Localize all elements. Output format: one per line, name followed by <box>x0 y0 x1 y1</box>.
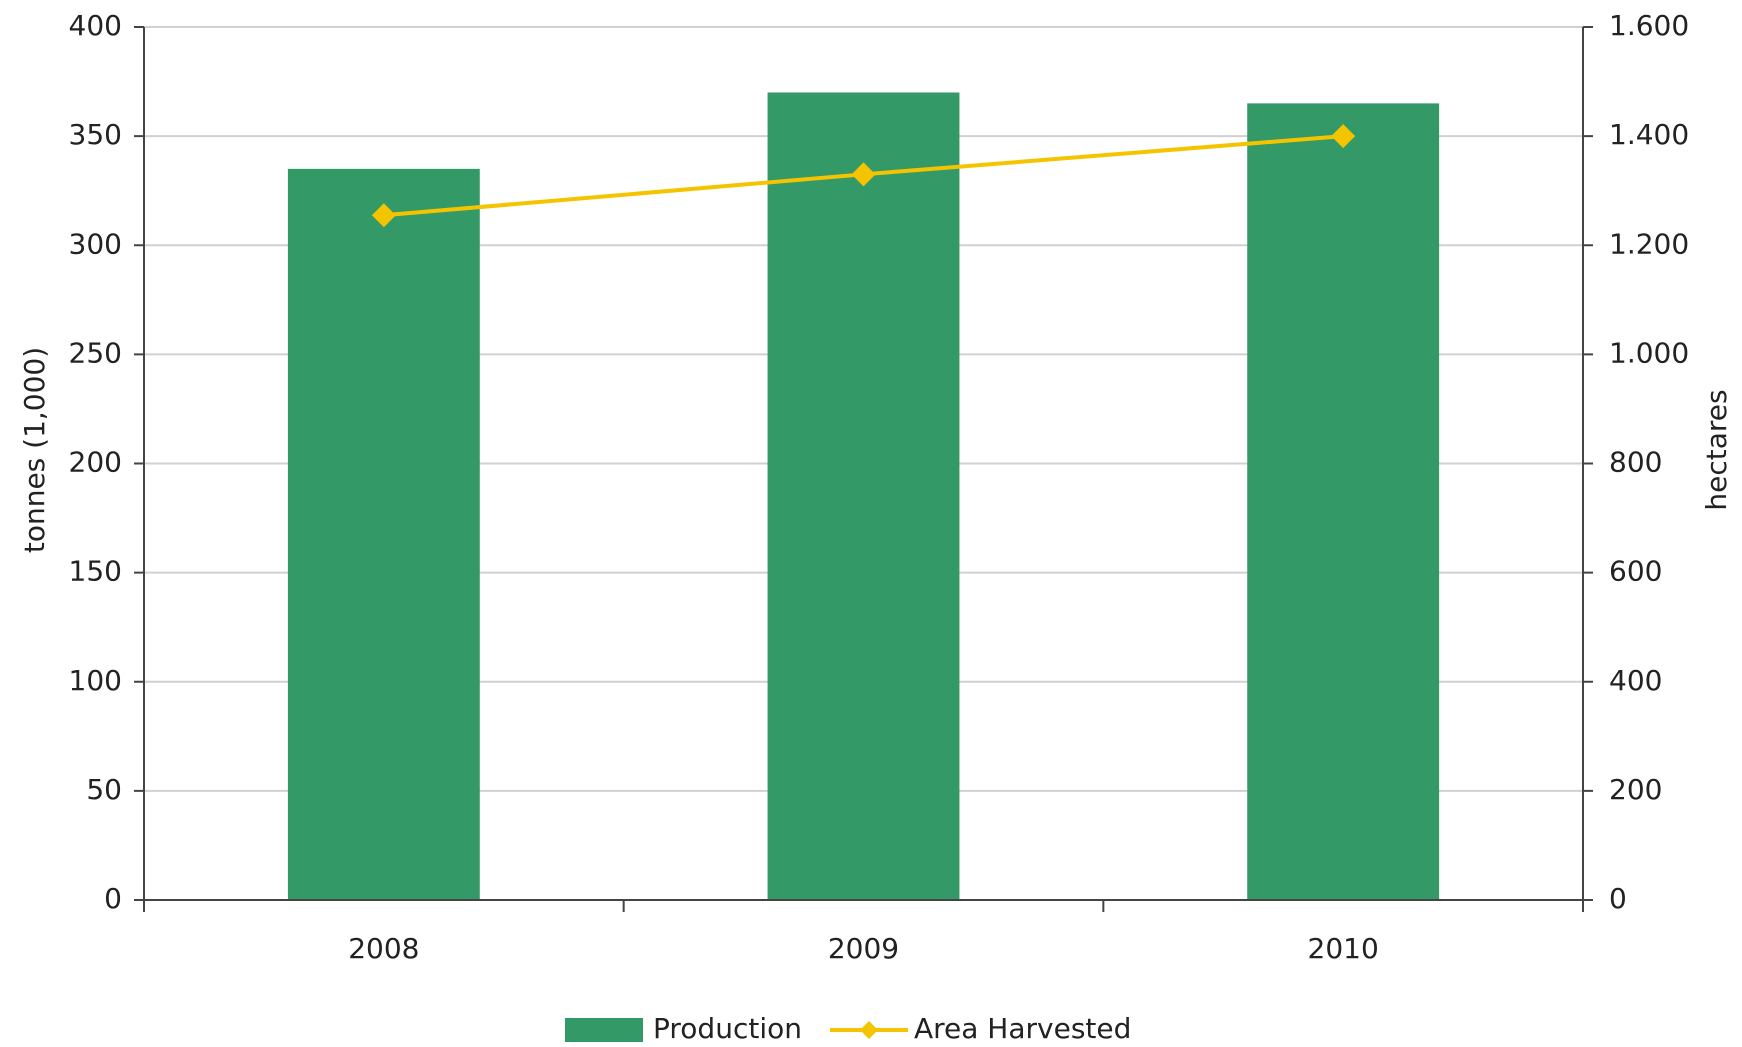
y2-tick-label: 400 <box>1609 664 1662 697</box>
y2-tick-label: 600 <box>1609 555 1662 588</box>
bar <box>767 92 960 901</box>
y-axis-label: tonnes (1,000) <box>18 347 51 553</box>
y-tick-label: 350 <box>69 118 122 151</box>
legend-marker <box>859 1021 878 1039</box>
line-marker <box>371 203 396 228</box>
y-tick-label: 250 <box>69 336 122 369</box>
legend-swatch <box>565 1018 643 1042</box>
x-tick-label: 2009 <box>828 932 899 965</box>
y2-tick-label: 1.000 <box>1609 336 1689 369</box>
x-tick-label: 2010 <box>1308 932 1379 965</box>
y2-tick-label: 0 <box>1609 882 1627 915</box>
y2-tick-label: 1.400 <box>1609 118 1689 151</box>
x-tick-label: 2008 <box>348 932 419 965</box>
line-marker <box>851 162 876 187</box>
y-tick-label: 100 <box>69 664 122 697</box>
y2-tick-label: 1.600 <box>1609 9 1689 42</box>
y-tick-label: 150 <box>69 555 122 588</box>
y-tick-label: 0 <box>104 882 122 915</box>
bar <box>287 168 480 901</box>
y2-tick-label: 800 <box>1609 446 1662 479</box>
y-tick-label: 50 <box>86 773 122 806</box>
y2-tick-label: 1.200 <box>1609 227 1689 260</box>
bar <box>1247 103 1440 900</box>
line-marker <box>1331 124 1356 149</box>
y-tick-label: 400 <box>69 9 122 42</box>
y-tick-label: 300 <box>69 227 122 260</box>
y2-axis-label: hectares <box>1700 389 1733 510</box>
y2-tick-label: 200 <box>1609 773 1662 806</box>
legend-label: Production <box>653 1012 802 1045</box>
y-tick-label: 200 <box>69 446 122 479</box>
legend-label: Area Harvested <box>914 1012 1131 1045</box>
